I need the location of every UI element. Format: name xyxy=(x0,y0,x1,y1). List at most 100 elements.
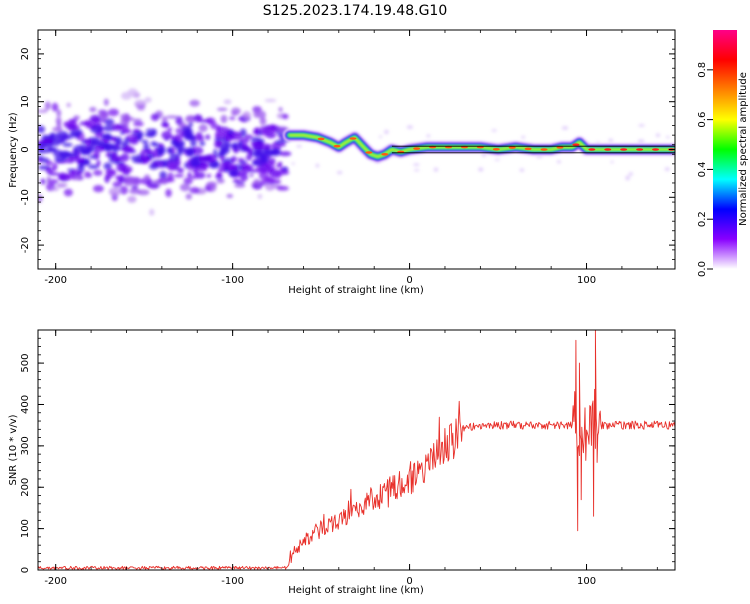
noise-blob xyxy=(378,135,383,138)
noise-blob xyxy=(63,188,73,197)
signal-peak xyxy=(365,151,373,154)
noise-blob xyxy=(116,163,127,172)
noise-blob xyxy=(628,172,633,176)
spectrogram-xlabel: Height of straight line (km) xyxy=(288,285,424,296)
noise-blob xyxy=(152,129,157,133)
noise-blob xyxy=(219,162,228,167)
signal-peak xyxy=(604,148,612,151)
noise-blob xyxy=(108,187,121,197)
snr-ticks: -200 -100 0 100 0 100 200 300 400 500 xyxy=(20,329,675,587)
noise-blob xyxy=(157,148,163,157)
noise-blob xyxy=(51,167,57,172)
noise-blob xyxy=(561,126,569,130)
noise-blob xyxy=(413,163,420,166)
noise-blob xyxy=(216,178,225,184)
noise-blob xyxy=(89,114,101,123)
noise-blob xyxy=(637,139,645,144)
spectrogram-ytick-label: 20 xyxy=(20,48,31,61)
noise-blob xyxy=(126,166,133,173)
noise-blob xyxy=(66,102,71,108)
noise-blob xyxy=(195,166,208,172)
noise-blob xyxy=(278,107,283,112)
noise-blob xyxy=(231,107,241,115)
noise-blob xyxy=(122,146,135,153)
noise-blob xyxy=(242,111,251,120)
noise-blob xyxy=(665,135,670,139)
noise-blob xyxy=(160,122,170,128)
noise-blob xyxy=(167,147,173,155)
noise-blob xyxy=(170,138,178,147)
noise-blob xyxy=(115,175,121,180)
noise-blob xyxy=(239,128,247,138)
noise-blob xyxy=(478,167,484,172)
snr-ylabel: SNR (10 * v/v) xyxy=(8,414,19,485)
noise-blob xyxy=(133,121,144,127)
noise-blob xyxy=(167,172,174,181)
noise-blob xyxy=(52,126,63,132)
noise-blob xyxy=(219,143,230,152)
signal-peak xyxy=(381,152,389,156)
noise-blob xyxy=(276,185,289,191)
snr-xtick-label: -200 xyxy=(44,576,67,587)
noise-blob xyxy=(556,160,561,164)
noise-blob xyxy=(267,157,276,165)
noise-blob xyxy=(270,149,280,155)
noise-blob xyxy=(185,147,195,157)
noise-blob xyxy=(218,132,226,137)
signal-peak xyxy=(652,148,660,151)
noise-blob xyxy=(189,187,200,194)
noise-blob xyxy=(491,129,497,132)
signal-peak xyxy=(508,146,516,149)
colorbar-label: Normalized spectral amplitude xyxy=(738,72,749,226)
noise-blob xyxy=(120,130,125,135)
noise-blob xyxy=(228,116,236,121)
snr-line xyxy=(38,330,675,570)
noise-blob xyxy=(189,99,200,107)
noise-blob xyxy=(205,153,217,163)
snr-panel: -200 -100 0 100 0 100 200 300 400 500 Height of s… xyxy=(8,329,676,596)
noise-blob xyxy=(55,116,62,125)
noise-blob xyxy=(610,160,614,164)
snr-ytick-label: 0 xyxy=(20,567,31,573)
noise-blob xyxy=(206,181,217,188)
noise-blob xyxy=(249,173,254,178)
noise-blob xyxy=(46,175,51,185)
noise-blob xyxy=(93,169,103,176)
noise-blob xyxy=(253,178,261,186)
noise-blob xyxy=(169,153,180,162)
spectrogram-xtick-label: 0 xyxy=(406,275,412,286)
noise-blob xyxy=(264,98,277,103)
noise-blob xyxy=(44,101,51,111)
noise-blob xyxy=(638,124,645,127)
spectrogram-ytick-label: 0 xyxy=(20,146,31,152)
noise-blob xyxy=(494,158,501,161)
noise-blob xyxy=(223,133,235,142)
signal-peak xyxy=(492,147,500,151)
noise-blob xyxy=(87,144,96,152)
noise-blob xyxy=(140,139,149,144)
noise-blob xyxy=(120,91,132,100)
noise-blob xyxy=(272,170,282,179)
noise-blob xyxy=(149,208,155,216)
noise-blob xyxy=(257,110,266,120)
noise-blob xyxy=(218,150,224,157)
noise-blob xyxy=(280,142,286,147)
snr-xtick-label: 100 xyxy=(577,576,596,587)
signal-trace xyxy=(282,128,675,164)
noise-blob xyxy=(127,195,137,203)
signal-peak xyxy=(317,137,325,141)
noise-blob xyxy=(87,164,100,170)
snr-frame xyxy=(37,329,676,571)
spectrogram-ylabel: Frequency (Hz) xyxy=(8,112,19,188)
noise-blob xyxy=(161,131,173,140)
noise-blob xyxy=(165,115,179,119)
noise-blob xyxy=(198,119,208,123)
noise-blob xyxy=(107,108,119,117)
noise-blob xyxy=(175,116,183,125)
snr-ytick-label: 100 xyxy=(20,519,31,538)
noise-blob xyxy=(426,134,431,138)
noise-blob xyxy=(90,124,103,134)
signal-peak xyxy=(540,148,548,151)
noise-blob xyxy=(241,143,248,150)
noise-blob xyxy=(278,161,283,167)
